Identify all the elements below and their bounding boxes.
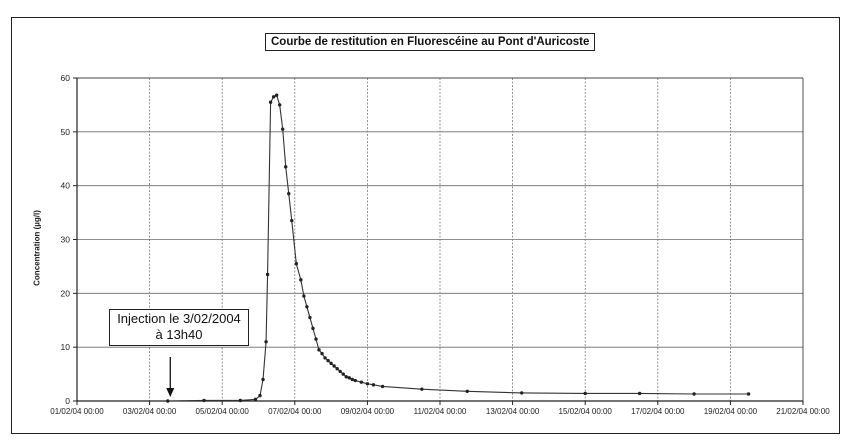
data-point	[350, 377, 354, 382]
data-point	[271, 95, 276, 99]
data-point	[299, 278, 303, 282]
data-point	[323, 356, 327, 360]
y-tick-label: 50	[61, 127, 71, 137]
data-point	[420, 387, 424, 391]
data-point	[371, 383, 376, 387]
concentration-line	[167, 94, 749, 402]
data-point	[317, 348, 321, 352]
axes: 0 10 20 30 40 50 60 01/02/04 00:00 03/02/04 00:0…	[50, 73, 830, 416]
data-point	[261, 377, 265, 382]
data-point	[264, 340, 268, 344]
x-tick-label: 13/02/04 00:00	[486, 407, 540, 416]
data-point	[326, 358, 330, 363]
data-point	[202, 398, 206, 403]
data-point	[281, 127, 285, 131]
data-point	[338, 369, 342, 374]
data-point	[305, 305, 309, 309]
data-point	[583, 391, 587, 396]
data-point	[308, 315, 312, 320]
data-point	[314, 337, 318, 341]
data-point	[692, 392, 696, 396]
data-point	[344, 375, 348, 379]
grid	[77, 77, 804, 401]
y-axis-label: Concentration (µg/l)	[32, 210, 42, 286]
data-point	[347, 376, 351, 380]
y-tick-label: 40	[61, 181, 71, 191]
data-point	[380, 384, 385, 389]
x-tick-label: 15/02/04 00:00	[559, 407, 613, 416]
data-point	[277, 103, 282, 107]
data-point	[332, 364, 336, 368]
chart-frame	[11, 17, 840, 434]
data-point	[329, 361, 333, 366]
data-point	[341, 372, 345, 376]
x-tick-label: 11/02/04 00:00	[414, 407, 467, 416]
x-tick-label: 19/02/04 00:00	[704, 407, 758, 416]
data-point	[265, 272, 270, 277]
data-point	[294, 262, 299, 266]
data-point	[519, 391, 524, 395]
y-tick-label: 30	[61, 235, 71, 245]
annotation-arrow-layer	[166, 357, 175, 397]
y-tick-label: 60	[61, 73, 71, 83]
data-point	[268, 100, 273, 104]
injection-annotation-line2: à 13h40	[155, 327, 203, 342]
x-tick-label: 21/02/04 00:00	[776, 407, 830, 416]
data-point	[302, 294, 306, 298]
data-point	[353, 378, 357, 383]
series-layer	[166, 93, 751, 403]
data-point	[465, 389, 469, 394]
data-point	[311, 326, 315, 331]
data-point	[335, 367, 339, 371]
chart-title: Courbe de restitution en Fluorescéine au…	[265, 33, 596, 51]
injection-annotation: Injection le 3/02/2004 à 13h40	[109, 309, 249, 346]
x-tick-label: 17/02/04 00:00	[631, 407, 685, 416]
injection-arrow-head	[166, 388, 175, 397]
injection-annotation-line1: Injection le 3/02/2004	[117, 311, 241, 326]
data-point	[746, 392, 751, 396]
data-point	[287, 192, 291, 196]
data-point	[166, 399, 170, 403]
x-tick-label: 09/02/04 00:00	[341, 407, 395, 416]
data-point	[290, 218, 294, 223]
data-point	[359, 380, 364, 384]
x-tick-label: 03/02/04 00:00	[123, 407, 177, 416]
y-tick-label: 10	[61, 342, 71, 352]
data-point	[320, 351, 324, 356]
y-tick-label: 20	[61, 288, 71, 298]
data-point	[637, 391, 642, 396]
data-point	[284, 165, 288, 169]
x-tick-label: 05/02/04 00:00	[196, 407, 250, 416]
x-tick-label: 07/02/04 00:00	[268, 407, 322, 416]
data-point	[365, 382, 370, 386]
data-point	[253, 397, 258, 402]
data-point	[274, 93, 279, 97]
y-tick-label: 0	[65, 396, 70, 406]
data-point	[258, 393, 262, 398]
data-point	[238, 398, 243, 403]
x-tick-label: 01/02/04 00:00	[50, 407, 104, 416]
